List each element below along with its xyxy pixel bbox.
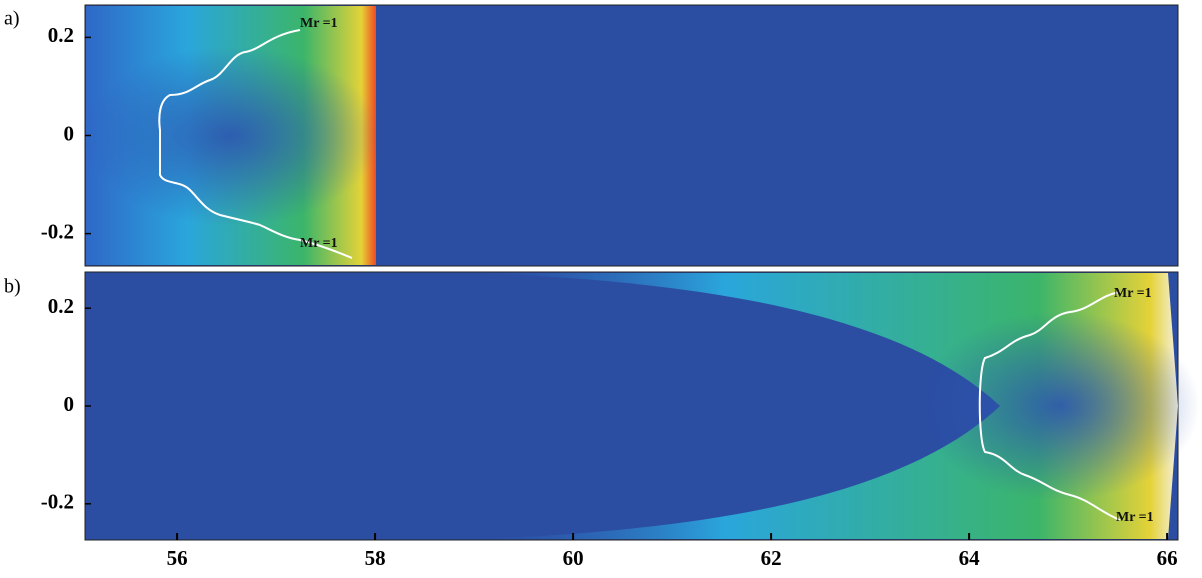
panel-b: b) Mr =1 Mr =1	[4, 271, 1200, 541]
y-tick-label: 0	[64, 121, 75, 145]
y-tick-label: 0	[64, 392, 75, 416]
field-core	[920, 311, 1200, 501]
x-tick-label: 58	[365, 546, 386, 570]
sonic-line	[158, 29, 353, 259]
panel-label: b)	[4, 276, 21, 298]
x-tick-label: 60	[563, 546, 584, 570]
x-tick-label: 62	[761, 546, 782, 570]
field-core	[80, 46, 380, 226]
x-tick-label: 56	[167, 546, 188, 570]
annotation: Mr =1	[1116, 510, 1154, 525]
annotation: Mr =1	[300, 236, 338, 251]
y-tick-label: -0.2	[41, 219, 74, 243]
panel-label: a)	[4, 8, 20, 30]
annotation: Mr =1	[1114, 286, 1152, 301]
y-tick-label: -0.2	[41, 490, 74, 514]
x-tick-label: 66	[1157, 546, 1178, 570]
panel-a: a) Mr =1 Mr =1	[4, 4, 1179, 267]
x-tick-label: 64	[959, 546, 981, 570]
y-tick-label: 0.2	[48, 294, 74, 318]
annotation: Mr =1	[300, 16, 338, 31]
sonic-line	[978, 291, 1121, 521]
y-tick-label: 0.2	[48, 23, 74, 47]
